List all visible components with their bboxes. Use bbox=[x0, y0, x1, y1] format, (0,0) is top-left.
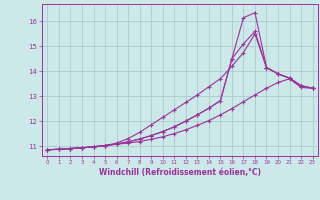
X-axis label: Windchill (Refroidissement éolien,°C): Windchill (Refroidissement éolien,°C) bbox=[99, 168, 261, 177]
